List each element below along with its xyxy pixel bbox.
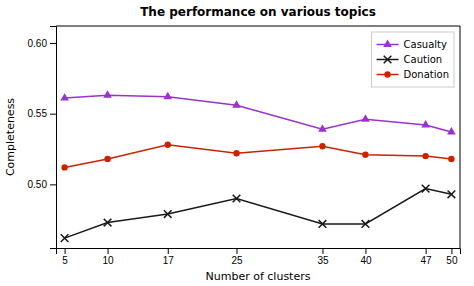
series-point [233,195,241,203]
x-tick-label: 47 [421,255,433,266]
series-line [65,145,452,168]
x-tick-mark [168,248,169,254]
series-point [362,151,368,157]
x-tick-label: 35 [317,255,329,266]
legend: Casualty Caution Donation [372,32,454,87]
legend-item: Caution [377,54,443,65]
series-point [421,120,430,127]
series-point [104,219,112,227]
y-tick: 0.50 [28,179,56,190]
y-tick-mark [50,43,56,44]
y-tick-mark [50,114,56,115]
x-tick: 5 [62,248,68,266]
x-tick-mark [65,248,66,254]
series-point [61,234,69,242]
series-point [422,153,428,159]
y-axis-line [50,27,57,249]
series-point [60,93,69,100]
y-axis: 0.50 0.55 0.60 [28,27,57,249]
x-tick-mark [365,248,366,254]
x-tick-mark [237,248,238,254]
x-tick-mark [108,248,109,254]
x-tick-mark [426,248,427,254]
series-point [448,190,456,198]
series-line [65,189,452,238]
x-tick: 47 [421,248,433,266]
x-tick-label: 10 [103,255,115,266]
x-tick: 25 [231,248,243,266]
legend-marker [383,40,392,47]
x-tick: 10 [103,248,115,266]
series-line [65,95,452,132]
series-point [319,143,325,149]
series-point [165,142,171,148]
legend-label: Caution [404,54,443,65]
y-axis-title: Completeness [4,98,17,176]
x-tick-mark [322,248,323,254]
x-tick-label: 5 [62,255,68,266]
series-point [362,220,370,228]
y-tick: 0.55 [28,108,56,119]
x-tick-label: 17 [163,255,175,266]
x-tick-label: 25 [231,255,243,266]
series-point [164,210,172,218]
series-point [361,114,370,121]
x-tick-mark [451,248,452,254]
y-tick-mark [50,184,56,185]
legend-item: Casualty [377,39,447,50]
y-tick-label: 0.55 [28,108,48,119]
series-point [422,185,430,193]
legend-label: Donation [404,69,449,80]
frame-top [56,26,460,27]
x-tick: 40 [360,248,372,266]
series-point [448,156,454,162]
series-point [61,164,67,170]
x-axis-title: Number of clusters [206,270,311,283]
series-point [163,92,172,99]
chart-title: The performance on various topics [140,5,376,19]
x-axis: 5 10 17 25 35 40 47 50 [57,248,461,266]
frame-right [460,26,461,248]
marks [60,90,455,242]
series-point [233,150,239,156]
series-point [447,127,456,134]
x-tick-label: 40 [360,255,372,266]
x-axis-line [57,249,461,255]
y-tick-label: 0.60 [28,38,48,49]
legend-marker [384,56,392,64]
y-tick-label: 0.50 [28,179,48,190]
legend-item: Donation [377,69,449,80]
series-point [318,124,327,131]
series-point [103,90,112,97]
chart-svg: 5 10 17 25 35 40 47 50 0.50 0.55 0.60 Casualty Cauti… [0,0,474,286]
legend-label: Casualty [404,39,447,50]
plot-area: 5 10 17 25 35 40 47 50 0.50 0.55 0.60 Casualty Cauti… [28,26,461,266]
legend-box [372,32,454,87]
x-tick: 35 [317,248,329,266]
series-point [232,100,241,107]
series-point [104,156,110,162]
series-point [319,220,327,228]
x-tick-label: 50 [446,255,458,266]
x-tick: 50 [446,248,458,266]
legend-marker [384,71,390,77]
y-tick: 0.60 [28,38,56,49]
x-tick: 17 [163,248,175,266]
